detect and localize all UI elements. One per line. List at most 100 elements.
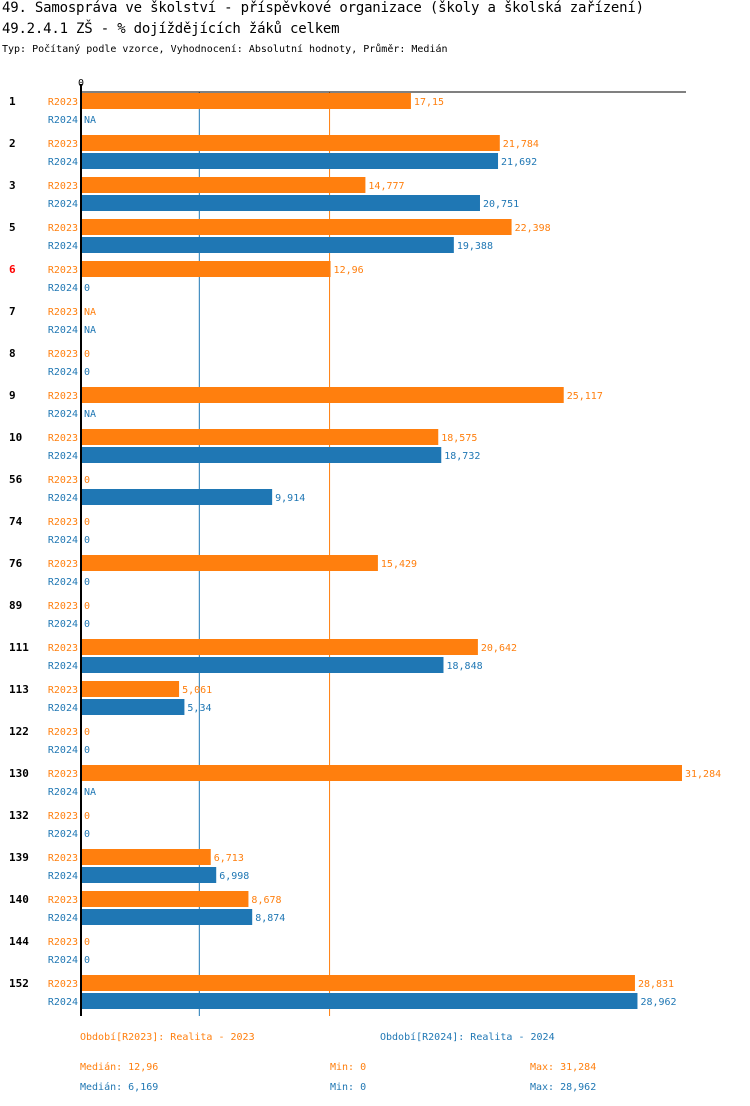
data-label: 0 [84, 811, 90, 822]
series-label: R2024 [48, 493, 78, 504]
data-label: 0 [84, 349, 90, 360]
category-label: 5 [9, 221, 16, 234]
bar-r2023 [82, 639, 478, 655]
data-label: 0 [84, 829, 90, 840]
series-label: R2024 [48, 367, 78, 378]
data-label: 21,692 [501, 157, 537, 168]
bar-r2023 [82, 975, 635, 991]
bar-r2024 [82, 237, 454, 253]
series-label: R2024 [48, 577, 78, 588]
data-label: 8,678 [251, 895, 281, 906]
series-label: R2024 [48, 703, 78, 714]
series-label: R2023 [48, 559, 78, 570]
category-label: 89 [9, 599, 22, 612]
data-label: 17,15 [414, 97, 444, 108]
data-label: 0 [84, 535, 90, 546]
data-label: 28,831 [638, 979, 674, 990]
series-label: R2023 [48, 391, 78, 402]
bar-r2023 [82, 429, 439, 445]
series-label: R2024 [48, 913, 78, 924]
series-label: R2023 [48, 979, 78, 990]
category-label: 152 [9, 977, 29, 990]
bar-r2023 [82, 765, 682, 781]
series-label: R2023 [48, 937, 78, 948]
category-label: 140 [9, 893, 29, 906]
data-label: 18,848 [446, 661, 482, 672]
series-label: R2023 [48, 307, 78, 318]
series-label: R2023 [48, 223, 78, 234]
data-label: 25,117 [567, 391, 603, 402]
series-label: R2023 [48, 727, 78, 738]
series-label: R2024 [48, 871, 78, 882]
bar-r2023 [82, 891, 249, 907]
series-label: R2024 [48, 451, 78, 462]
data-label: 0 [84, 577, 90, 588]
data-label: 5,34 [187, 703, 211, 714]
data-label: 18,732 [444, 451, 480, 462]
bar-r2024 [82, 447, 442, 463]
series-label: R2023 [48, 349, 78, 360]
category-label: 9 [9, 389, 16, 402]
data-label: 8,874 [255, 913, 285, 924]
bar-r2024 [82, 993, 638, 1009]
data-label: 18,575 [441, 433, 477, 444]
category-label: 2 [9, 137, 16, 150]
data-label: 0 [84, 619, 90, 630]
chart-title: 49.2.4.1 ZŠ - % dojíždějících žáků celke… [2, 21, 340, 37]
data-label: 5,061 [182, 685, 212, 696]
r2024-median: Medián: 6,169 [80, 1082, 159, 1093]
category-label: 1 [9, 95, 16, 108]
series-label: R2023 [48, 433, 78, 444]
series-label: R2023 [48, 853, 78, 864]
series-label: R2024 [48, 829, 78, 840]
bar-r2024 [82, 195, 480, 211]
legend-r2024: Období[R2024]: Realita - 2024 [380, 1032, 555, 1043]
series-label: R2023 [48, 601, 78, 612]
series-label: R2023 [48, 685, 78, 696]
bar-r2024 [82, 657, 444, 673]
series-label: R2023 [48, 811, 78, 822]
data-label: 0 [84, 475, 90, 486]
data-label: 0 [84, 367, 90, 378]
series-label: R2023 [48, 769, 78, 780]
series-label: R2024 [48, 619, 78, 630]
series-label: R2024 [48, 745, 78, 756]
data-label: 28,962 [640, 997, 676, 1008]
data-label: NA [84, 325, 96, 336]
data-label: 20,642 [481, 643, 517, 654]
r2024-max: Max: 28,962 [530, 1082, 597, 1093]
data-label: 12,96 [334, 265, 364, 276]
series-label: R2024 [48, 661, 78, 672]
r2024-min: Min: 0 [330, 1082, 367, 1093]
bar-r2023 [82, 261, 331, 277]
r2023-max: Max: 31,284 [530, 1062, 597, 1073]
data-label: NA [84, 115, 96, 126]
series-label: R2023 [48, 181, 78, 192]
bar-r2023 [82, 135, 500, 151]
series-label: R2024 [48, 787, 78, 798]
category-label: 111 [9, 641, 29, 654]
category-label: 74 [9, 515, 23, 528]
data-label: 15,429 [381, 559, 417, 570]
category-label: 139 [9, 851, 29, 864]
series-label: R2024 [48, 955, 78, 966]
category-label: 56 [9, 473, 23, 486]
series-label: R2024 [48, 283, 78, 294]
legend-r2023: Období[R2023]: Realita - 2023 [80, 1032, 255, 1043]
bar-r2024 [82, 867, 217, 883]
category-label: 132 [9, 809, 29, 822]
x-tick-label: 0 [78, 78, 84, 89]
bar-r2023 [82, 177, 366, 193]
data-label: 9,914 [275, 493, 305, 504]
series-label: R2023 [48, 517, 78, 528]
category-label: 6 [9, 263, 16, 276]
series-label: R2024 [48, 157, 78, 168]
chart-subtitle: Typ: Počítaný podle vzorce, Vyhodnocení:… [2, 44, 448, 55]
bar-r2023 [82, 555, 378, 571]
series-label: R2024 [48, 199, 78, 210]
data-label: 20,751 [483, 199, 519, 210]
series-label: R2023 [48, 139, 78, 150]
series-label: R2023 [48, 97, 78, 108]
series-label: R2023 [48, 475, 78, 486]
data-label: 0 [84, 745, 90, 756]
